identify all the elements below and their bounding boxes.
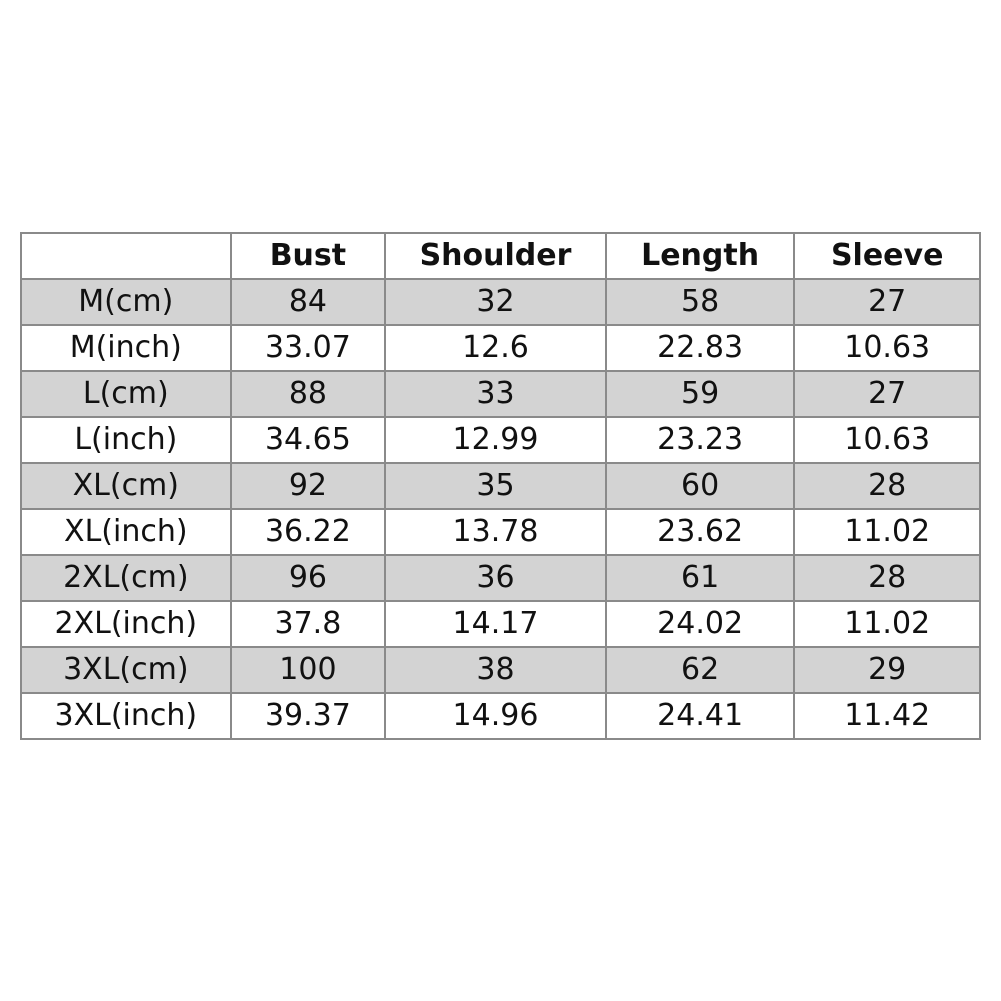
table-cell: 36 — [384, 554, 607, 602]
table-cell: 100 — [229, 646, 387, 694]
table-row: 2XL(cm) 96 36 61 28 — [20, 554, 981, 602]
table-cell: 11.02 — [793, 508, 981, 556]
row-label: M(inch) — [20, 324, 232, 372]
table-row: M(inch) 33.07 12.6 22.83 10.63 — [20, 324, 981, 372]
row-label: XL(cm) — [20, 462, 232, 510]
header-row: Bust Shoulder Length Sleeve — [20, 232, 981, 280]
column-header: Length — [604, 232, 796, 280]
table-cell: 11.02 — [793, 600, 981, 648]
row-label: XL(inch) — [20, 508, 232, 556]
row-label: 3XL(cm) — [20, 646, 232, 694]
column-header: Bust — [229, 232, 387, 280]
table-cell: 33 — [384, 370, 607, 418]
table-cell: 10.63 — [793, 416, 981, 464]
table-row: 2XL(inch) 37.8 14.17 24.02 11.02 — [20, 600, 981, 648]
table-cell: 39.37 — [229, 692, 387, 740]
table-cell: 27 — [793, 278, 981, 326]
table-cell: 34.65 — [229, 416, 387, 464]
table-cell: 60 — [604, 462, 796, 510]
table-cell: 35 — [384, 462, 607, 510]
table-cell: 29 — [793, 646, 981, 694]
table-cell: 38 — [384, 646, 607, 694]
row-label: L(cm) — [20, 370, 232, 418]
table-cell: 12.99 — [384, 416, 607, 464]
column-header — [20, 232, 232, 280]
row-label: 3XL(inch) — [20, 692, 232, 740]
table-row: L(inch) 34.65 12.99 23.23 10.63 — [20, 416, 981, 464]
table-cell: 28 — [793, 462, 981, 510]
table-cell: 13.78 — [384, 508, 607, 556]
table-cell: 37.8 — [229, 600, 387, 648]
table-cell: 14.96 — [384, 692, 607, 740]
row-label: 2XL(inch) — [20, 600, 232, 648]
row-label: L(inch) — [20, 416, 232, 464]
table-cell: 92 — [229, 462, 387, 510]
column-header: Sleeve — [793, 232, 981, 280]
table-cell: 84 — [229, 278, 387, 326]
table-cell: 11.42 — [793, 692, 981, 740]
table-cell: 14.17 — [384, 600, 607, 648]
table-cell: 59 — [604, 370, 796, 418]
table-cell: 33.07 — [229, 324, 387, 372]
table-cell: 28 — [793, 554, 981, 602]
table-row: 3XL(inch) 39.37 14.96 24.41 11.42 — [20, 692, 981, 740]
table-row: XL(inch) 36.22 13.78 23.62 11.02 — [20, 508, 981, 556]
column-header: Shoulder — [384, 232, 607, 280]
table-cell: 23.23 — [604, 416, 796, 464]
table-cell: 23.62 — [604, 508, 796, 556]
table-cell: 24.41 — [604, 692, 796, 740]
table-cell: 10.63 — [793, 324, 981, 372]
size-chart-table: Bust Shoulder Length Sleeve M(cm) 84 32 58 27 M(… — [20, 232, 981, 740]
table-cell: 62 — [604, 646, 796, 694]
table-cell: 27 — [793, 370, 981, 418]
row-label: 2XL(cm) — [20, 554, 232, 602]
table-cell: 96 — [229, 554, 387, 602]
table-cell: 22.83 — [604, 324, 796, 372]
table-cell: 32 — [384, 278, 607, 326]
table-row: M(cm) 84 32 58 27 — [20, 278, 981, 326]
table-cell: 36.22 — [229, 508, 387, 556]
row-label: M(cm) — [20, 278, 232, 326]
table-cell: 12.6 — [384, 324, 607, 372]
table-cell: 24.02 — [604, 600, 796, 648]
table-row: XL(cm) 92 35 60 28 — [20, 462, 981, 510]
table-cell: 58 — [604, 278, 796, 326]
table-row: L(cm) 88 33 59 27 — [20, 370, 981, 418]
table-row: 3XL(cm) 100 38 62 29 — [20, 646, 981, 694]
table-cell: 88 — [229, 370, 387, 418]
table-cell: 61 — [604, 554, 796, 602]
